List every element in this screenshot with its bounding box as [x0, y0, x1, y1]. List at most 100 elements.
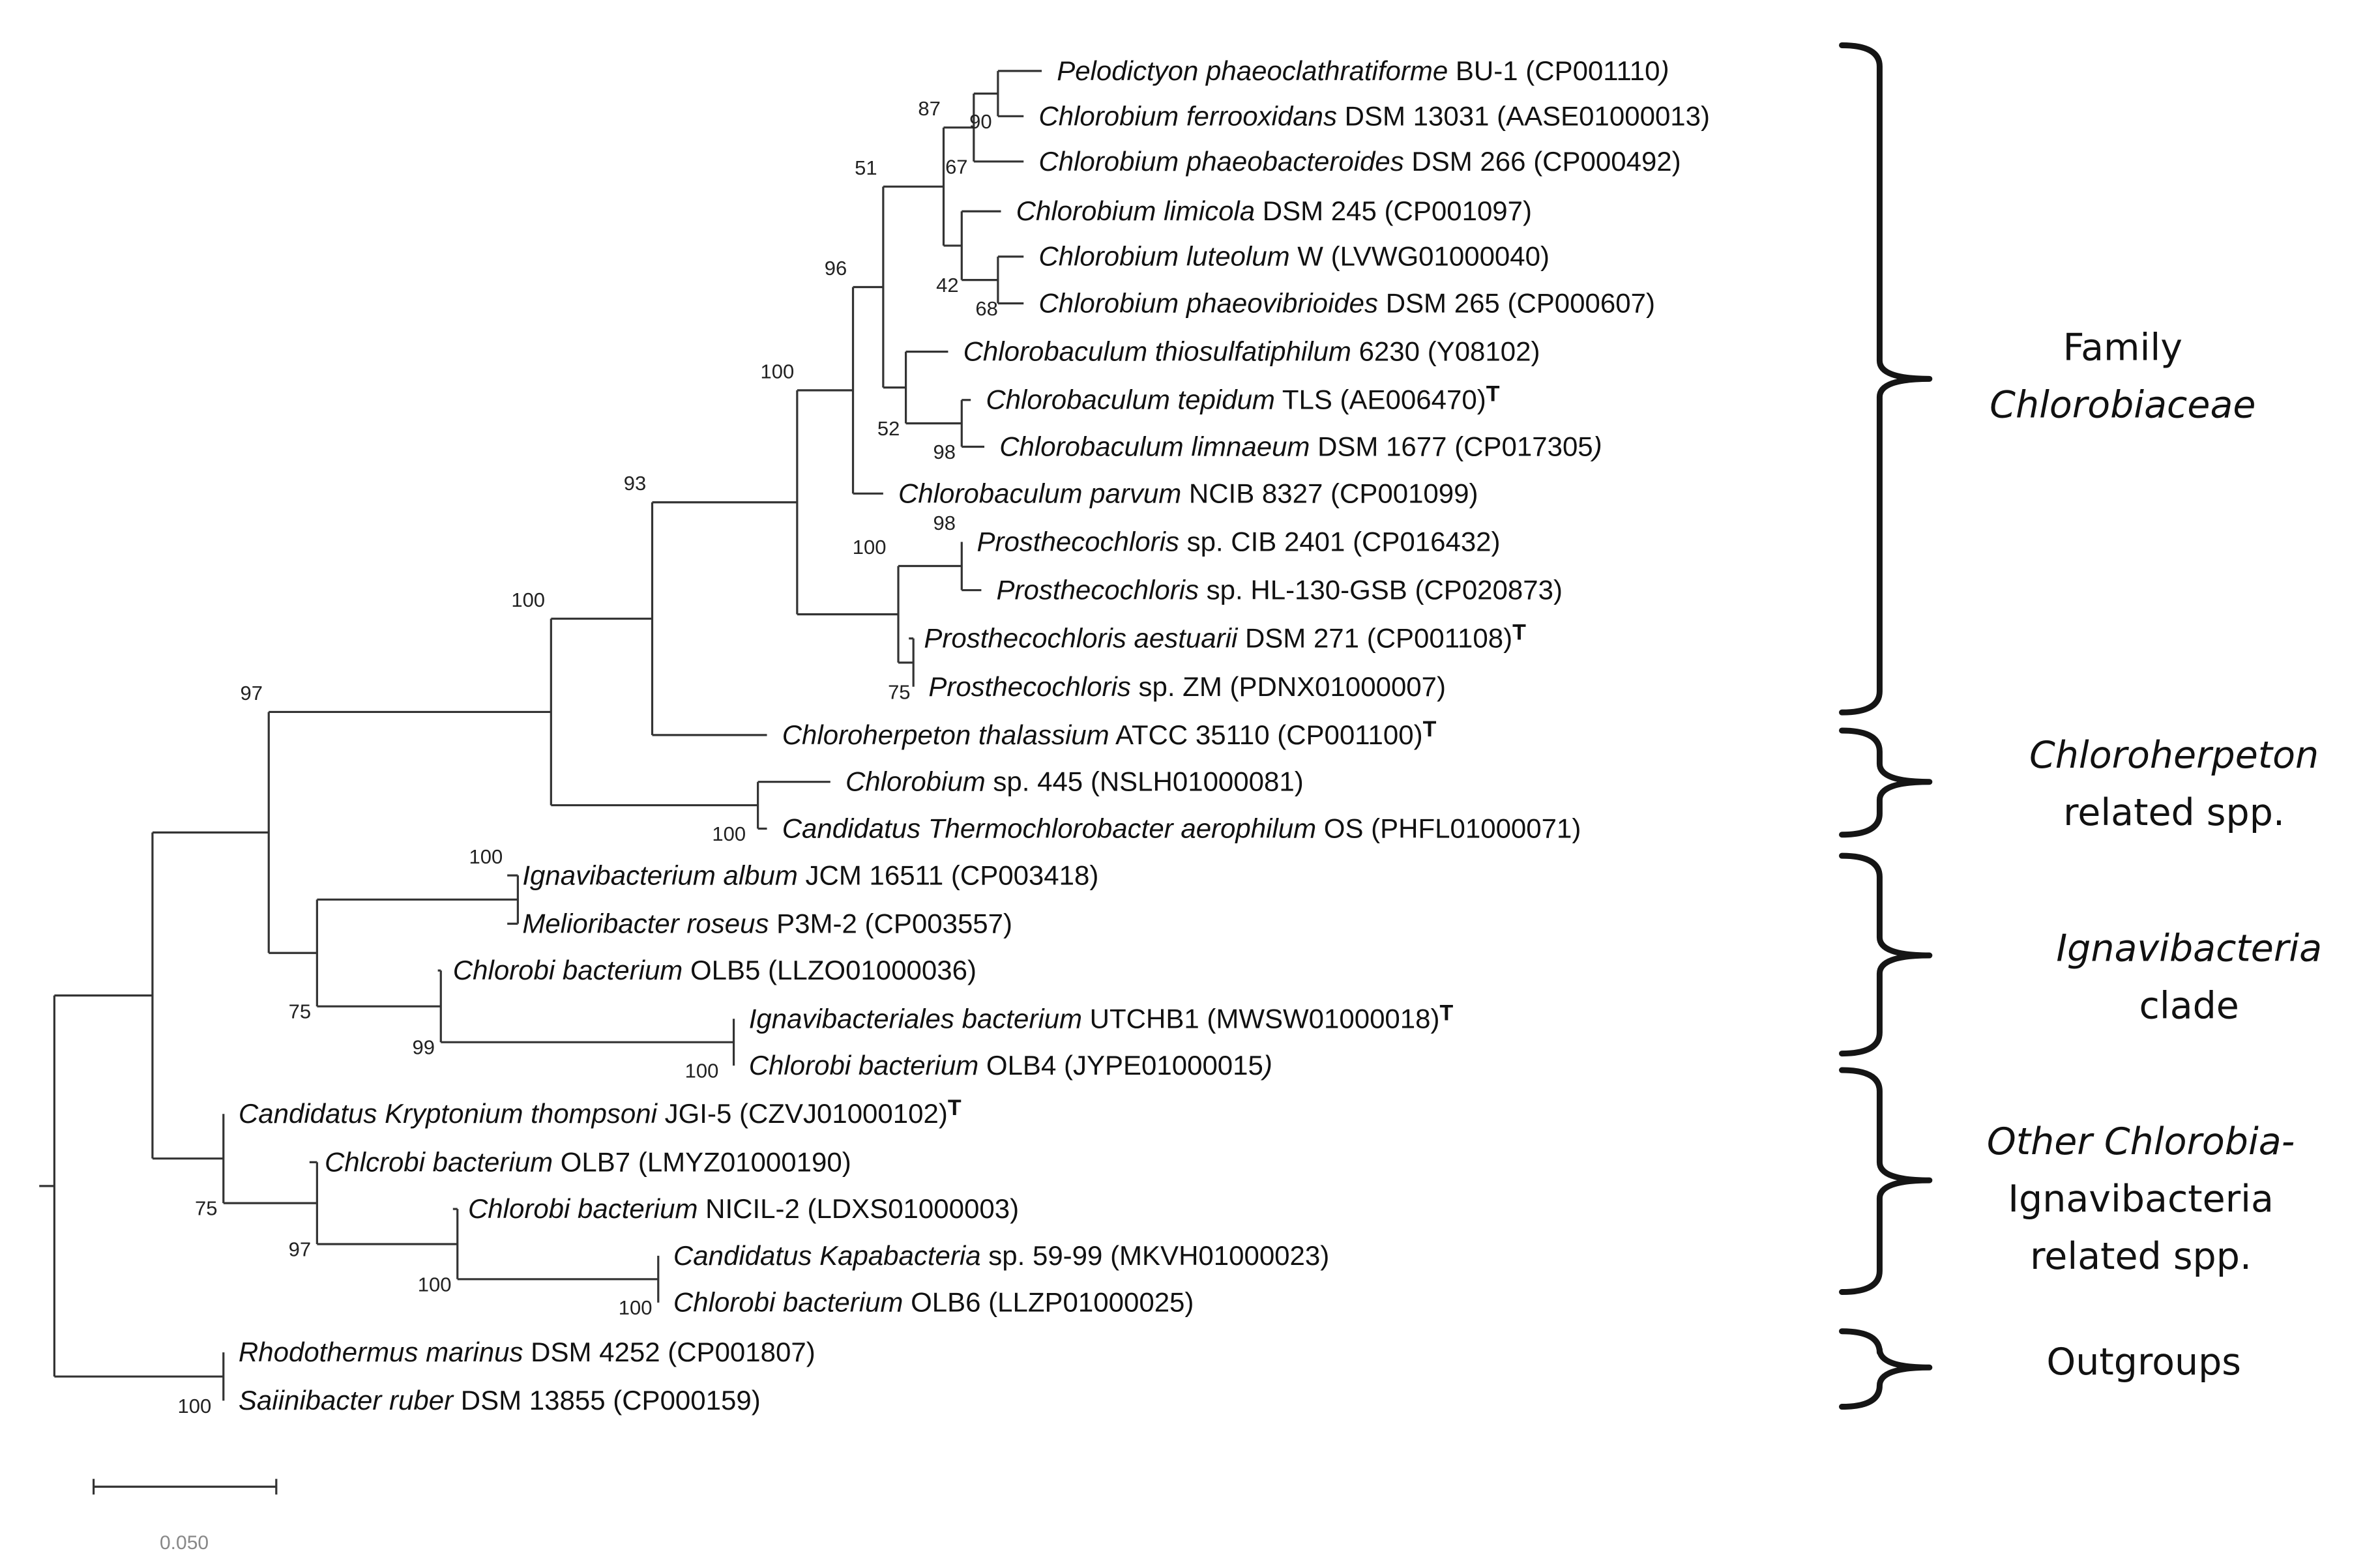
group-label-line: Outgroups [2046, 1341, 2241, 1384]
group-label-line: related spp. [2030, 1235, 2252, 1278]
taxon-label: Prosthecochloris sp. HL-130-GSB (CP02087… [997, 575, 1563, 605]
taxon-accession: (MWSW01000018) [1207, 1003, 1439, 1034]
bootstrap-value: 75 [289, 1000, 311, 1023]
taxon-strain: OS [1316, 813, 1371, 843]
taxon-strain: OLB6 [903, 1287, 988, 1318]
bootstrap-value: 75 [888, 680, 910, 703]
taxon-species: Melioribacter roseus [522, 908, 769, 938]
taxon-strain: DSM 271 [1237, 623, 1366, 654]
taxon-accession: (CP001100) [1277, 719, 1422, 750]
taxon-label: Saiinibacter ruber DSM 13855 (CP000159) [239, 1385, 761, 1416]
group-label-line: Chloroherpeton [2029, 734, 2319, 777]
taxon-accession: (LMYZ01000190) [638, 1146, 851, 1177]
taxon-label: Ignavibacterium album JCM 16511 (CP00341… [522, 860, 1098, 890]
bootstrap-value: 68 [975, 297, 997, 320]
bootstrap-value: 90 [969, 110, 992, 133]
group-label-line: Other Chlorobia- [1987, 1120, 2295, 1163]
taxon-accession: (LVWG01000040) [1331, 241, 1550, 272]
taxon-species: Chlorobium ferrooxidans [1038, 100, 1337, 131]
bootstrap-value: 87 [918, 97, 940, 120]
taxon-accession: (CP016432) [1353, 526, 1500, 557]
bootstrap-value: 75 [195, 1197, 217, 1220]
taxon-strain: DSM 265 [1378, 288, 1507, 319]
taxon-species: Chlorobium luteolum [1038, 241, 1289, 272]
taxon-accession: (PDNX01000007) [1229, 671, 1446, 702]
taxon-accession: (CP001108) [1367, 623, 1512, 654]
taxon-species: Chlorobaculum tepidum [986, 385, 1275, 415]
taxon-strain: DSM 4252 [523, 1337, 668, 1367]
taxon-label: Chlorobi bacterium OLB4 (JYPE01000015) [749, 1050, 1272, 1081]
taxon-accession: (CP000159) [613, 1385, 760, 1416]
group-label-line: Chlorobiaceae [1990, 384, 2255, 427]
bootstrap-value: 100 [178, 1395, 212, 1417]
taxon-label: Chlorobium phaeobacteroides DSM 266 (CP0… [1038, 146, 1681, 177]
taxon-label: Chlorobium ferrooxidans DSM 13031 (AASE0… [1038, 100, 1710, 131]
bootstrap-value: 100 [418, 1273, 452, 1296]
taxon-species: Pelodictyon phaeoclathratiforme [1057, 55, 1448, 86]
taxon-species: Chlorobaculum thiosulfatiphilum [963, 336, 1351, 367]
taxon-species: Candidatus Kryptonium thompsoni [239, 1098, 658, 1129]
taxon-strain: sp. 59-99 [981, 1240, 1110, 1271]
group-label-line: Ignavibacteria [2056, 927, 2322, 970]
brace-g2 [1839, 727, 1933, 838]
taxon-strain: W [1290, 241, 1331, 272]
bootstrap-value: 96 [825, 257, 847, 280]
bootstrap-value: 99 [413, 1036, 435, 1059]
brace-g1 [1839, 42, 1933, 716]
taxon-strain: OLB5 [683, 955, 768, 985]
taxon-label: Melioribacter roseus P3M-2 (CP003557) [522, 908, 1012, 938]
taxon-species: Chlorobaculum limnaeum [999, 431, 1310, 462]
taxon-accession: (Y08102) [1428, 336, 1540, 367]
group-label-line: Ignavibacteria [2008, 1178, 2274, 1221]
scale-bar-label: 0.050 [160, 1532, 209, 1554]
taxon-strain: ATCC 35110 [1109, 719, 1278, 750]
taxon-species: Chlorobi bacterium [468, 1193, 698, 1224]
taxon-species: Saiinibacter ruber [239, 1385, 454, 1416]
taxon-label: Candidatus Kapabacteria sp. 59-99 (MKVH0… [673, 1240, 1329, 1271]
taxon-accession: (LDXS01000003) [808, 1193, 1020, 1224]
taxon-accession-close: ) [1260, 1050, 1272, 1081]
bootstrap-value: 51 [855, 156, 877, 179]
clade-braces [1839, 42, 1933, 1410]
taxon-label: Chlorobaculum thiosulfatiphilum 6230 (Y0… [963, 336, 1540, 367]
taxon-species: Prosthecochloris [977, 526, 1179, 557]
taxon-species: Rhodothermus marinus [239, 1337, 523, 1367]
taxon-label: Chlorobium sp. 445 (NSLH01000081) [845, 766, 1304, 797]
taxon-accession: (LLZP01000025) [988, 1287, 1194, 1318]
type-strain-mark: T [1423, 717, 1437, 742]
taxon-strain: sp. HL-130-GSB [1199, 575, 1415, 605]
taxon-species: Prosthecochloris aestuarii [924, 623, 1239, 654]
bootstrap-value: 67 [945, 155, 967, 178]
taxon-species: Chlorobi bacterium [749, 1050, 979, 1081]
taxon-species: Prosthecochloris [997, 575, 1199, 605]
taxon-species: Chlorobium [845, 766, 986, 797]
taxon-accession: (CP017305 [1454, 431, 1593, 462]
type-strain-mark: T [948, 1096, 962, 1120]
taxon-strain: DSM 266 [1404, 146, 1533, 177]
group-label-line: clade [2139, 984, 2239, 1027]
taxon-strain: sp. ZM [1131, 671, 1230, 702]
taxon-strain: UTCHB1 [1082, 1003, 1207, 1034]
bootstrap-value: 100 [760, 360, 794, 383]
taxon-label: Chlcrobi bacterium OLB7 (LMYZ01000190) [325, 1146, 851, 1177]
brace-g4 [1839, 1067, 1933, 1295]
taxon-strain: 6230 [1351, 336, 1428, 367]
taxon-accession-close: ) [1590, 431, 1602, 462]
taxon-strain: sp. 445 [986, 766, 1091, 797]
taxon-strain: JGI-5 [657, 1098, 739, 1129]
taxon-strain: DSM 1677 [1310, 431, 1454, 462]
taxon-accession: (AE006470) [1340, 385, 1486, 415]
taxon-species: Chlcrobi bacterium [325, 1146, 553, 1177]
taxon-label: Pelodictyon phaeoclathratiforme BU-1 (CP… [1057, 55, 1669, 86]
group-label-line: Family [2063, 327, 2182, 370]
taxon-strain: JCM 16511 [798, 860, 951, 890]
taxon-label: Rhodothermus marinus DSM 4252 (CP001807) [239, 1337, 815, 1367]
taxon-strain: OLB4 [978, 1050, 1064, 1081]
taxon-species: Chlorobaculum parvum [898, 478, 1181, 508]
taxon-accession: (CP001110 [1525, 55, 1660, 86]
taxon-accession: (CP000492) [1533, 146, 1681, 177]
taxon-label: Chlorobi bacterium OLB5 (LLZO01000036) [453, 955, 977, 985]
